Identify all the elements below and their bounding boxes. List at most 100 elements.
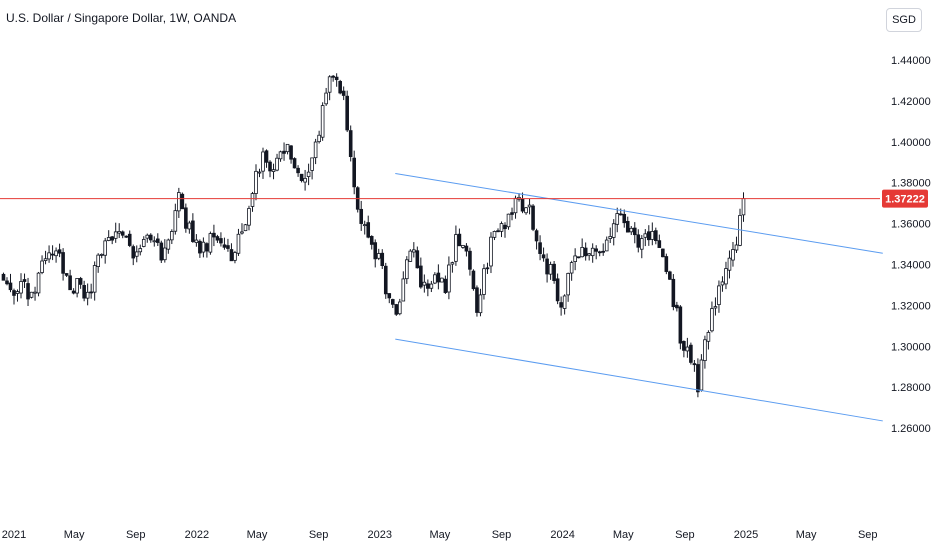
candle (583, 242, 588, 261)
candle (134, 245, 139, 263)
candle (275, 153, 279, 172)
candle-body (82, 285, 86, 299)
candle-body (29, 291, 34, 298)
candle (236, 228, 241, 256)
candle-body (675, 304, 679, 309)
candle-body (289, 145, 293, 160)
candle (720, 276, 725, 292)
candle-body (499, 223, 504, 232)
candle-body (703, 339, 707, 361)
candle-body (264, 150, 269, 163)
candle-body (636, 234, 641, 248)
candle-body (482, 268, 486, 295)
x-tick-label: May (247, 529, 268, 541)
candle-body (47, 252, 51, 260)
candle (569, 260, 574, 281)
candle-body (545, 258, 549, 275)
candle (50, 245, 55, 261)
candle (201, 237, 206, 258)
time-axis[interactable]: 2021 May Sep 2022 May Sep 2023 May Sep 2024 May Sep… (2, 529, 878, 541)
candle (313, 138, 318, 165)
candle-body (233, 252, 237, 261)
x-tick-label: 2021 (2, 529, 26, 541)
candle-body (552, 263, 556, 281)
candle (408, 249, 413, 262)
candle (226, 238, 230, 252)
candle-body (54, 250, 58, 257)
candle-body (489, 236, 493, 267)
candle-body (152, 240, 157, 243)
candle (366, 215, 371, 239)
candle-body (201, 241, 206, 253)
candle-body (380, 252, 385, 267)
candle-body (205, 243, 209, 252)
candle (184, 203, 188, 233)
candle (485, 262, 490, 274)
candle-body (618, 213, 623, 216)
x-tick-label: May (613, 529, 634, 541)
candle (75, 278, 79, 298)
candle-body (134, 251, 139, 257)
candle (261, 147, 265, 179)
candle (15, 289, 20, 302)
candle-body (429, 283, 434, 289)
candle (415, 246, 420, 269)
candle-body (99, 253, 104, 256)
candle (576, 256, 581, 259)
candle (675, 301, 679, 312)
trend-lines-layer (395, 173, 883, 422)
price-axis[interactable]: 1.44000 1.42000 1.40000 1.38000 1.36000 1.340… (891, 55, 931, 435)
candle-body (271, 169, 276, 172)
candle-body (359, 208, 364, 224)
candle-body (345, 95, 349, 131)
candle-body (306, 171, 311, 177)
candle-body (573, 255, 577, 262)
candle-body (212, 232, 216, 238)
candle (285, 143, 290, 155)
candle-body (566, 272, 570, 296)
candle-body (275, 157, 279, 171)
candle (580, 238, 584, 258)
candle (611, 219, 616, 246)
candle-body (724, 268, 728, 285)
candle (247, 205, 251, 231)
candle-body (654, 230, 658, 242)
candle (68, 269, 72, 291)
candle-body (64, 273, 69, 276)
candle (738, 208, 742, 247)
trend-line (395, 173, 883, 254)
candle (545, 253, 549, 283)
candle (177, 187, 181, 218)
candle-body (324, 92, 328, 105)
y-tick-label: 1.44000 (891, 55, 931, 67)
candle-body (650, 231, 655, 240)
candle-body (240, 231, 244, 234)
candle-body (397, 301, 402, 315)
candle-body (334, 76, 339, 81)
candle (250, 191, 255, 212)
candle-body (408, 250, 413, 262)
candle-body (503, 224, 507, 230)
y-tick-label: 1.36000 (891, 219, 931, 231)
candle (559, 296, 563, 316)
candle (426, 279, 430, 297)
candle (306, 163, 311, 186)
candle-body (12, 290, 16, 296)
candle (124, 235, 129, 239)
candle-body (236, 233, 241, 254)
candle-body (513, 197, 518, 214)
candle (496, 228, 500, 233)
candle (271, 163, 276, 180)
candle-body (261, 151, 265, 172)
candle (650, 222, 655, 246)
candle-body (457, 233, 462, 247)
candle (678, 305, 683, 350)
x-tick-label: Sep (309, 529, 329, 541)
candle (394, 303, 399, 316)
candle (36, 271, 41, 297)
candle-body (601, 250, 606, 253)
currency-button[interactable]: SGD (886, 8, 922, 32)
candle-body (243, 224, 248, 232)
candle-body (75, 278, 79, 294)
